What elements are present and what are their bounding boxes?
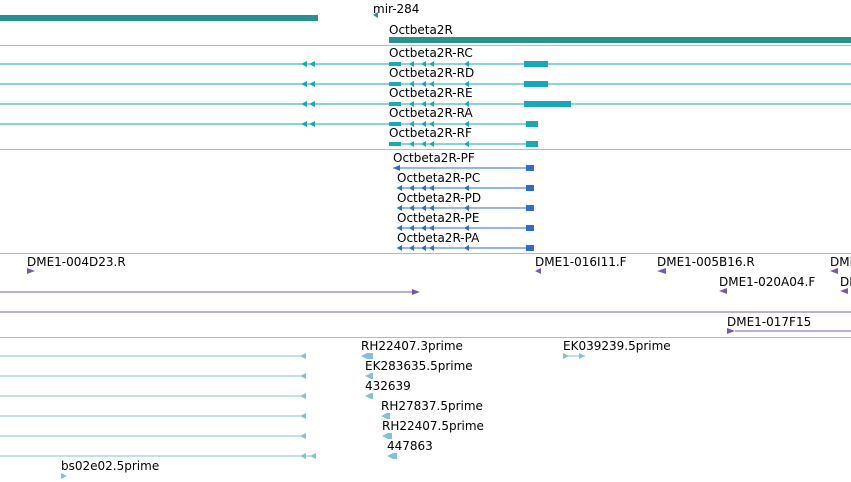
est-feature[interactable]: RH22407.5prime — [382, 419, 484, 439]
clone-label: DME1-020A04.F — [719, 275, 815, 289]
clone-feature[interactable]: DME1-020A04.F — [719, 275, 815, 294]
transcript-feature[interactable]: Octbeta2R-RC — [0, 46, 851, 67]
transcript-feature[interactable]: Octbeta2R-RA — [0, 106, 538, 127]
polypeptide-feature[interactable]: Octbeta2R-PD — [397, 191, 534, 211]
est-label: RH22407.3prime — [361, 339, 463, 353]
clones-track: DME1-004D23.R DME1-016I11.F DME1-005B16.… — [0, 255, 851, 334]
polypeptide-label: Octbeta2R-PD — [397, 191, 481, 205]
est-feature[interactable]: EK283635.5prime — [365, 359, 473, 379]
est-feature[interactable]: RH27837.5prime — [381, 399, 483, 419]
est-label: EK283635.5prime — [365, 359, 473, 373]
transcript-label: Octbeta2R-RD — [389, 66, 474, 80]
est-feature[interactable] — [0, 373, 306, 379]
est-feature[interactable]: 432639 — [365, 379, 411, 399]
clone-label: DME1-004D23.R — [27, 255, 126, 269]
est-label: 447863 — [387, 439, 433, 453]
est-feature[interactable]: bs02e02.5prime — [61, 459, 159, 479]
est-feature[interactable] — [0, 413, 306, 419]
transcript-label: Octbeta2R-RE — [389, 86, 473, 100]
clone-feature[interactable]: DI — [840, 275, 851, 294]
transcripts-track: Octbeta2R-RC Octbeta2R-RD Octbeta2R-RE — [0, 46, 851, 147]
polypeptide-label: Octbeta2R-PF — [393, 151, 475, 165]
polypeptide-label: Octbeta2R-PE — [397, 211, 479, 225]
polypeptide-feature[interactable]: Octbeta2R-PC — [397, 171, 534, 191]
est-label: 432639 — [365, 379, 411, 393]
est-feature[interactable]: RH22407.3prime — [361, 339, 463, 359]
clone-label: DME1-005B16.R — [657, 255, 755, 269]
gene-feature-left[interactable] — [0, 15, 318, 21]
est-feature[interactable] — [0, 433, 306, 439]
polypeptide-label: Octbeta2R-PA — [397, 231, 480, 245]
clone-feature[interactable]: DME1-004D23.R — [27, 255, 126, 274]
est-feature[interactable] — [0, 393, 306, 399]
polypeptide-feature[interactable]: Octbeta2R-PE — [397, 211, 534, 231]
est-label: RH22407.5prime — [382, 419, 484, 433]
clone-feature[interactable]: DME1-017F15 — [727, 315, 851, 334]
clone-feature[interactable]: DME1-005B16.R — [657, 255, 755, 274]
transcript-label: Octbeta2R-RF — [389, 126, 472, 140]
transcript-label: Octbeta2R-RA — [389, 106, 473, 120]
transcript-feature[interactable]: Octbeta2R-RD — [0, 66, 851, 87]
gene-feature-mir-284[interactable]: mir-284 — [373, 2, 419, 18]
polypeptides-track: Octbeta2R-PF Octbeta2R-PC Octbeta2R-PD — [393, 151, 534, 251]
est-label: EK039239.5prime — [563, 339, 671, 353]
est-feature[interactable]: EK039239.5prime — [563, 339, 671, 359]
clone-label: DME1-016I11.F — [535, 255, 627, 269]
genes-track: mir-284 Octbeta2R — [0, 2, 851, 43]
gene-label: Octbeta2R — [389, 23, 453, 37]
est-feature[interactable] — [0, 353, 306, 359]
gene-feature-octbeta2r[interactable]: Octbeta2R — [389, 23, 851, 43]
transcript-feature[interactable]: Octbeta2R-RF — [389, 126, 538, 147]
clone-label: DI — [840, 275, 851, 289]
est-feature[interactable]: 447863 — [387, 439, 433, 459]
polypeptide-label: Octbeta2R-PC — [397, 171, 480, 185]
est-label: bs02e02.5prime — [61, 459, 159, 473]
ests-track: RH22407.3prime EK039239.5prime EK283635.… — [0, 339, 671, 479]
transcript-label: Octbeta2R-RC — [389, 46, 473, 60]
gene-label: mir-284 — [373, 2, 419, 16]
clone-feature[interactable]: DME1-016I11.F — [535, 255, 627, 274]
clone-feature[interactable] — [0, 289, 420, 295]
est-label: RH27837.5prime — [381, 399, 483, 413]
clone-label: DME1-017F15 — [727, 315, 811, 329]
clone-feature[interactable]: DMI — [830, 255, 851, 274]
polypeptide-feature[interactable]: Octbeta2R-PA — [397, 231, 534, 251]
polypeptide-feature[interactable]: Octbeta2R-PF — [393, 151, 534, 171]
clone-label: DMI — [830, 255, 851, 269]
est-feature[interactable] — [0, 453, 316, 459]
transcript-feature[interactable]: Octbeta2R-RE — [0, 86, 851, 107]
